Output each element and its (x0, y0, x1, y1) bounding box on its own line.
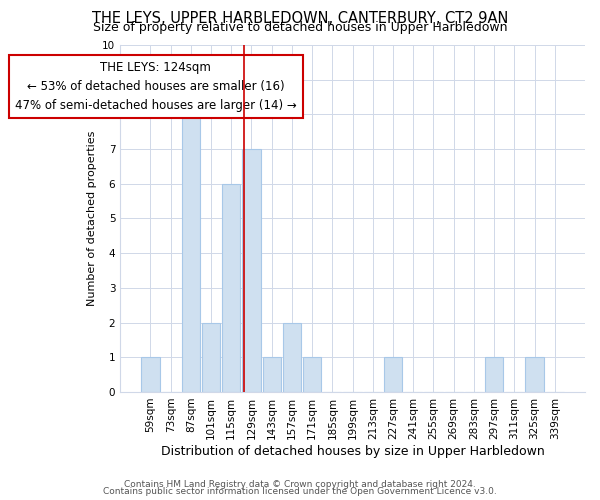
Bar (202, 322, 220, 392)
Bar (526, 358, 544, 392)
Text: THE LEYS, UPPER HARBLEDOWN, CANTERBURY, CT2 9AN: THE LEYS, UPPER HARBLEDOWN, CANTERBURY, … (92, 11, 508, 26)
Bar (384, 358, 402, 392)
Text: Size of property relative to detached houses in Upper Harbledown: Size of property relative to detached ho… (93, 22, 507, 35)
Bar (485, 358, 503, 392)
Bar (142, 358, 160, 392)
Bar (242, 149, 260, 392)
Bar (222, 184, 241, 392)
Y-axis label: Number of detached properties: Number of detached properties (86, 131, 97, 306)
Bar (182, 114, 200, 392)
Bar (303, 358, 321, 392)
Text: Contains HM Land Registry data © Crown copyright and database right 2024.: Contains HM Land Registry data © Crown c… (124, 480, 476, 489)
Bar (283, 322, 301, 392)
Text: Contains public sector information licensed under the Open Government Licence v3: Contains public sector information licen… (103, 488, 497, 496)
X-axis label: Distribution of detached houses by size in Upper Harbledown: Distribution of detached houses by size … (161, 444, 544, 458)
Bar (263, 358, 281, 392)
Text: THE LEYS: 124sqm
← 53% of detached houses are smaller (16)
47% of semi-detached : THE LEYS: 124sqm ← 53% of detached house… (15, 60, 297, 112)
